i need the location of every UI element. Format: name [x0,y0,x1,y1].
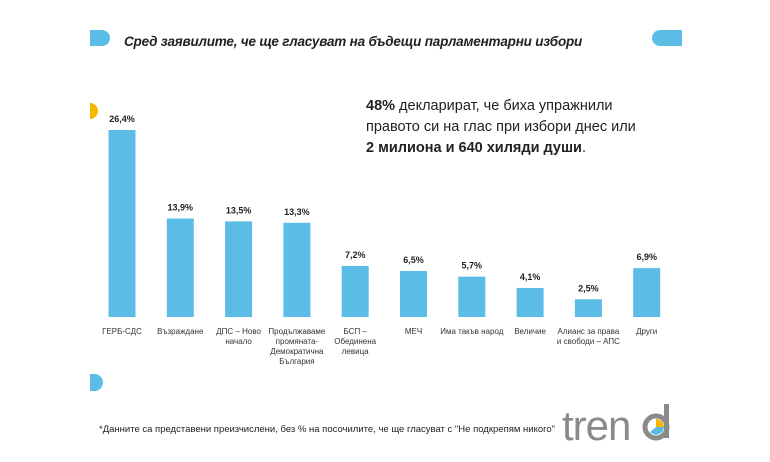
bar [225,221,253,317]
chart-title: Сред заявилите, че ще гласуват на бъдещи… [124,34,583,49]
decor-accent-yellow [90,103,98,119]
bar-value-label: 2,5% [578,283,599,293]
category-label: БСП – Обединена левица [334,327,377,356]
bar [458,276,486,317]
bar-value-label: 26,4% [109,114,135,124]
category-label: ДПС – Ново начало [216,327,261,346]
trend-logo: tren [562,402,672,458]
bar [283,222,311,317]
callout-bold-people: 2 милиона и 640 хиляди души [366,140,582,156]
bar-value-label: 7,2% [345,250,366,260]
bar-value-label: 13,9% [168,203,194,213]
category-label: Има такъв народ [440,327,504,336]
bar [341,266,369,317]
logo-image: tren [562,402,670,449]
bar-value-label: 13,5% [226,205,252,215]
decor-tab-top-left [90,30,110,46]
category-label: Алианс за права и свободи – АПС [556,327,620,346]
bar [633,268,661,317]
bar-value-label: 6,5% [403,255,424,265]
category-label: Продължаваме промяната-Демократична Бълг… [268,327,326,366]
bar [400,270,427,317]
decor-tab-bottom-left [90,374,103,391]
callout-text-1: декларират, че биха упражнили правото си… [366,98,636,135]
category-label: Величие [514,327,546,336]
footnote: *Данните са представени преизчислени, бе… [99,424,556,435]
category-label: ГЕРБ-СДС [102,327,142,336]
category-label: МЕЧ [404,327,423,336]
callout-text: 48% декларират, че биха упражнили правот… [366,96,646,159]
decor-tab-top-right [652,30,682,46]
bar [574,299,602,317]
bar [516,287,544,317]
category-label: Други [636,327,658,336]
bar-value-label: 13,3% [284,207,310,217]
bar-value-label: 5,7% [462,261,483,271]
svg-text:tren: tren [562,404,630,448]
category-label: Възраждане [157,327,204,336]
bar [166,218,194,317]
bar [108,130,136,317]
bar-value-label: 4,1% [520,272,541,282]
bar-value-label: 6,9% [636,252,657,262]
callout-text-2: . [581,140,587,156]
callout-bold-percent: 48% [366,98,396,114]
